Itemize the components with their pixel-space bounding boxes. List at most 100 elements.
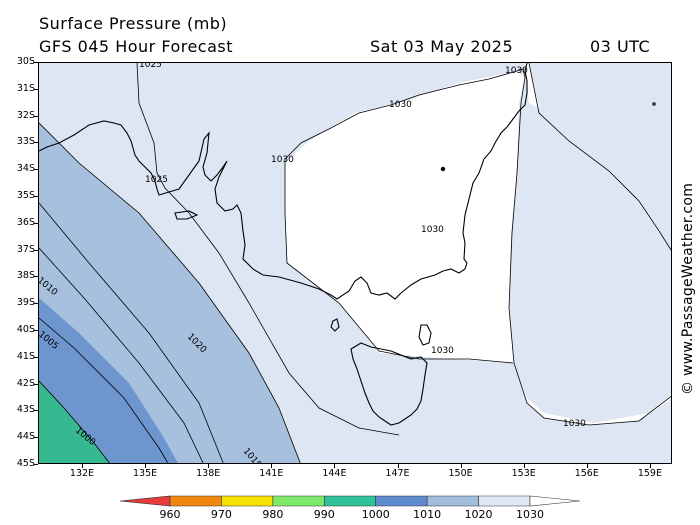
isobar-1020 xyxy=(39,122,301,463)
latitude-label: 31S xyxy=(16,82,35,94)
contour-label-1030-north: 1030 xyxy=(389,100,412,110)
map-canvas: 1025 1030 1030 1030 1025 1030 1030 1030 … xyxy=(39,63,671,463)
longitude-label: 132E xyxy=(69,468,95,479)
latitude-label: 38S xyxy=(16,270,35,282)
isobar-1030-inner xyxy=(284,159,514,364)
latitude-label: 32S xyxy=(16,109,35,121)
longitude-label: 156E xyxy=(574,468,599,479)
legend-swatch xyxy=(169,495,222,507)
latitude-tick xyxy=(34,142,38,144)
latitude-tick xyxy=(34,464,38,465)
latitude-label: 45S xyxy=(16,458,35,469)
longitude-label: 144E xyxy=(322,468,347,479)
legend-swatch xyxy=(375,495,428,507)
lord-howe xyxy=(652,102,656,106)
isobar-1030-coast xyxy=(508,76,671,426)
longitude-label: 153E xyxy=(511,468,536,479)
latitude-tick xyxy=(34,169,38,171)
tasmania-coast xyxy=(350,342,428,426)
legend-swatch xyxy=(426,495,479,507)
longitude-tick xyxy=(82,464,83,468)
legend-swatch xyxy=(221,495,274,507)
latitude-tick xyxy=(34,330,38,331)
latitude-tick xyxy=(34,383,38,385)
latitude-tick xyxy=(34,88,38,90)
latitude-label: 39S xyxy=(16,297,35,309)
legend-label: 970 xyxy=(210,508,232,521)
kangaroo-island xyxy=(174,210,199,220)
contour-label-1030-ne: 1030 xyxy=(505,66,528,76)
contour-label-1030-south: 1030 xyxy=(563,419,586,429)
latitude-label: 43S xyxy=(16,404,35,416)
legend-label: 1010 xyxy=(413,508,442,521)
legend-label: 1000 xyxy=(361,508,390,521)
forecast-date: Sat 03 May 2025 xyxy=(370,37,514,56)
contour-label-1025-top: 1025 xyxy=(139,63,162,70)
latitude-label: 44S xyxy=(16,431,35,443)
latitude-tick xyxy=(34,410,38,412)
latitude-tick xyxy=(34,437,38,439)
legend-label: 1020 xyxy=(464,508,493,521)
latitude-tick xyxy=(34,196,38,197)
longitude-label: 138E xyxy=(196,468,221,479)
isobar-1005 xyxy=(39,317,169,463)
isobars xyxy=(39,63,671,463)
longitude-label: 150E xyxy=(448,468,473,479)
latitude-tick xyxy=(34,249,38,251)
latitude-label: 34S xyxy=(16,163,35,175)
longitude-tick xyxy=(334,464,336,468)
legend-label: 1030 xyxy=(516,508,544,521)
longitude-tick xyxy=(208,464,210,468)
latitude-label: 35S xyxy=(16,190,35,201)
longitude-label: 147E xyxy=(385,468,410,479)
isobar-1015 xyxy=(39,202,224,463)
legend-swatch xyxy=(119,495,171,507)
legend-label: 990 xyxy=(313,508,335,521)
band-1030-tasman xyxy=(529,63,671,250)
longitude-tick xyxy=(271,464,273,468)
latitude-label: 37S xyxy=(16,243,35,255)
longitude-tick xyxy=(649,464,651,468)
isobar-1025 xyxy=(136,63,400,436)
latitude-tick xyxy=(34,356,38,358)
latitude-tick xyxy=(34,276,38,278)
forecast-time: 03 UTC xyxy=(590,37,651,56)
band-below-1000 xyxy=(39,381,110,463)
latitude-tick xyxy=(34,222,38,224)
contour-label-1030-east: 1030 xyxy=(431,346,454,356)
legend-swatch xyxy=(529,495,581,507)
legend-swatch xyxy=(323,495,377,507)
flinders-island xyxy=(418,324,432,346)
legend-swatch xyxy=(478,495,531,507)
chart-title: Surface Pressure (mb) xyxy=(39,14,228,33)
credit-text: © www.PassageWeather.com xyxy=(680,182,696,395)
longitude-tick xyxy=(523,464,525,468)
latitude-tick xyxy=(34,303,38,305)
longitude-tick xyxy=(460,464,462,468)
longitude-tick xyxy=(586,464,588,468)
latitude-tick xyxy=(34,62,38,63)
latitude-label: 40S xyxy=(16,324,35,335)
isobar-1010 xyxy=(39,247,204,463)
isobar-1000 xyxy=(39,380,110,463)
latitude-label: 33S xyxy=(16,136,35,148)
pressure-map: 1025 1030 1030 1030 1025 1030 1030 1030 … xyxy=(38,62,672,464)
legend-swatch xyxy=(272,495,325,507)
longitude-tick xyxy=(145,464,147,468)
band-1030-plus xyxy=(285,63,671,425)
inland-marker xyxy=(440,166,446,172)
longitude-label: 135E xyxy=(133,468,158,479)
latitude-label: 41S xyxy=(16,350,35,362)
longitude-label: 141E xyxy=(259,468,284,479)
legend-label: 960 xyxy=(159,508,181,521)
contour-label-1030-west: 1030 xyxy=(271,155,294,165)
latitude-label: 36S xyxy=(16,216,35,228)
contour-label-1025: 1025 xyxy=(145,175,168,185)
mainland-coast xyxy=(39,63,528,300)
longitude-tick xyxy=(397,464,399,468)
king-island xyxy=(330,318,340,332)
contour-label-1030-centre: 1030 xyxy=(421,225,444,235)
latitude-label: 42S xyxy=(16,377,35,389)
forecast-label: GFS 045 Hour Forecast xyxy=(39,37,234,56)
latitude-label: 30S xyxy=(16,56,35,67)
